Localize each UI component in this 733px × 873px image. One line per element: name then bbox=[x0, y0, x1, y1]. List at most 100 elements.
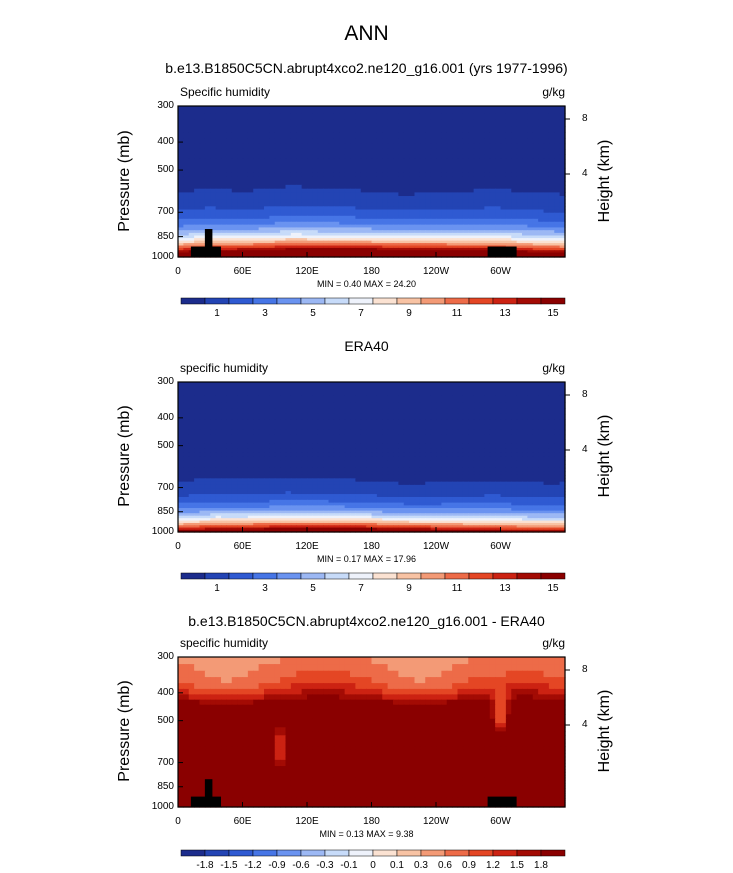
heatmap-cell bbox=[199, 209, 206, 214]
heatmap-cell bbox=[430, 235, 437, 239]
heatmap-cell bbox=[366, 221, 373, 226]
heatmap-cell bbox=[355, 132, 362, 139]
heatmap-cell bbox=[301, 238, 308, 242]
heatmap-cell bbox=[323, 202, 330, 207]
heatmap-cell bbox=[301, 408, 308, 415]
heatmap-cell bbox=[403, 247, 410, 251]
heatmap-cell bbox=[360, 209, 367, 214]
heatmap-cell bbox=[446, 224, 453, 229]
heatmap-cell bbox=[495, 180, 502, 186]
heatmap-cell bbox=[258, 250, 265, 254]
heatmap-cell bbox=[446, 132, 453, 139]
heatmap-cell bbox=[178, 460, 184, 465]
heatmap-cell bbox=[452, 196, 459, 201]
heatmap-cell bbox=[360, 235, 367, 239]
heatmap-cell bbox=[264, 199, 270, 204]
heatmap-cell bbox=[258, 434, 265, 440]
heatmap-cell bbox=[280, 148, 287, 155]
heatmap-cell bbox=[312, 148, 319, 155]
heatmap-cell bbox=[468, 238, 475, 242]
heatmap-cell bbox=[430, 163, 437, 169]
heatmap-cell bbox=[468, 240, 475, 244]
heatmap-cell bbox=[468, 474, 475, 479]
heatmap-cell bbox=[280, 395, 287, 403]
heatmap-cell bbox=[333, 106, 340, 114]
heatmap-cell bbox=[215, 471, 222, 476]
heatmap-cell bbox=[199, 168, 206, 174]
heatmap-cell bbox=[290, 252, 297, 256]
heatmap-cell bbox=[312, 196, 319, 201]
heatmap-cell bbox=[479, 238, 485, 242]
heatmap-cell bbox=[274, 221, 281, 226]
heatmap-cell bbox=[495, 172, 502, 178]
heatmap-cell bbox=[301, 199, 308, 204]
heatmap-cell bbox=[484, 238, 491, 242]
heatmap-cell bbox=[215, 460, 222, 465]
heatmap-cell bbox=[522, 196, 528, 201]
heatmap-cell bbox=[221, 163, 227, 169]
heatmap-cell bbox=[339, 154, 346, 160]
heatmap-cell bbox=[221, 471, 227, 476]
heatmap-cell bbox=[382, 413, 389, 420]
heatmap-cell bbox=[290, 471, 297, 476]
heatmap-cell bbox=[274, 224, 281, 229]
heatmap-cell bbox=[307, 389, 313, 397]
heatmap-cell bbox=[376, 126, 383, 133]
heatmap-cell bbox=[366, 106, 373, 114]
heatmap-cell bbox=[226, 227, 233, 231]
heatmap-cell bbox=[280, 464, 287, 469]
heatmap-cell bbox=[274, 235, 281, 239]
heatmap-cell bbox=[559, 452, 566, 457]
heatmap-cell bbox=[226, 230, 233, 234]
heatmap-cell bbox=[516, 206, 523, 211]
heatmap-cell bbox=[527, 240, 534, 244]
heatmap-cell bbox=[344, 419, 351, 426]
heatmap-cell bbox=[462, 230, 469, 234]
heatmap-cell bbox=[473, 106, 480, 114]
heatmap-cell bbox=[317, 224, 324, 229]
heatmap-cell bbox=[258, 168, 265, 174]
heatmap-cell bbox=[328, 215, 335, 220]
heatmap-cell bbox=[323, 413, 330, 420]
heatmap-cell bbox=[307, 252, 313, 256]
heatmap-cell bbox=[409, 119, 416, 127]
heatmap-cell bbox=[242, 199, 249, 204]
heatmap-cell bbox=[457, 471, 464, 476]
heatmap-cell bbox=[301, 209, 308, 214]
heatmap-cell bbox=[554, 443, 561, 449]
heatmap-cell bbox=[247, 163, 254, 169]
heatmap-cell bbox=[382, 143, 389, 150]
heatmap-cell bbox=[500, 163, 507, 169]
heatmap-cell bbox=[403, 154, 410, 160]
heatmap-cell bbox=[548, 467, 555, 473]
heatmap-cell bbox=[274, 168, 281, 174]
heatmap-cell bbox=[382, 119, 389, 127]
heatmap-cell bbox=[344, 478, 351, 483]
heatmap-cell bbox=[559, 138, 566, 145]
heatmap-cell bbox=[398, 232, 405, 237]
heatmap-cell bbox=[328, 452, 335, 457]
heatmap-cell bbox=[527, 218, 534, 223]
heatmap-cell bbox=[323, 143, 330, 150]
heatmap-cell bbox=[382, 245, 389, 249]
heatmap-cell bbox=[538, 132, 545, 139]
heatmap-cell bbox=[178, 439, 184, 445]
heatmap-cell bbox=[414, 434, 421, 440]
heatmap-cell bbox=[253, 148, 260, 155]
heatmap-cell bbox=[468, 232, 475, 237]
heatmap-cell bbox=[290, 250, 297, 254]
heatmap-cell bbox=[376, 238, 383, 242]
heatmap-cell bbox=[376, 252, 383, 256]
heatmap-cell bbox=[317, 245, 324, 249]
heatmap-cell bbox=[457, 168, 464, 174]
heatmap-cell bbox=[290, 221, 297, 226]
heatmap-cell bbox=[500, 148, 507, 155]
heatmap-cell bbox=[215, 448, 222, 453]
heatmap-field bbox=[178, 382, 566, 533]
heatmap-cell bbox=[538, 106, 545, 114]
heatmap-cell bbox=[468, 243, 475, 247]
heatmap-cell bbox=[290, 172, 297, 178]
heatmap-cell bbox=[204, 212, 211, 217]
heatmap-cell bbox=[215, 235, 222, 239]
heatmap-cell bbox=[414, 238, 421, 242]
